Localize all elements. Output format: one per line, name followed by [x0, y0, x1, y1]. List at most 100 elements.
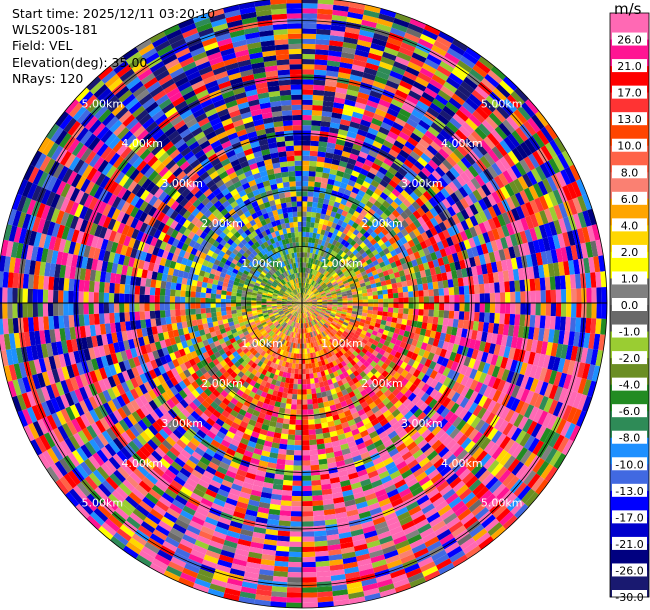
velocity-gate [586, 287, 592, 303]
velocity-gate [471, 89, 486, 103]
velocity-gate [425, 219, 435, 230]
velocity-gate [358, 279, 365, 285]
velocity-gate [295, 363, 299, 369]
velocity-gate [380, 212, 389, 221]
velocity-gate [302, 541, 315, 547]
velocity-gate [332, 4, 349, 12]
velocity-gate [505, 235, 514, 248]
velocity-gate [320, 262, 325, 268]
velocity-gate [306, 257, 310, 263]
velocity-gate [346, 289, 352, 294]
velocity-gate [400, 189, 410, 199]
velocity-gate [312, 287, 317, 293]
velocity-gate [344, 31, 360, 40]
velocity-gate [317, 0, 334, 5]
velocity-gate [359, 241, 367, 249]
velocity-gate [566, 303, 572, 318]
velocity-gate [440, 187, 451, 199]
velocity-gate [329, 244, 335, 251]
velocity-gate [481, 184, 492, 197]
velocity-gate [340, 275, 346, 281]
velocity-gate [544, 277, 551, 291]
velocity-gate [302, 389, 307, 395]
velocity-gate [316, 443, 326, 450]
velocity-gate [302, 409, 308, 415]
velocity-gate [380, 162, 391, 171]
velocity-gate [302, 236, 306, 243]
velocity-gate [396, 214, 405, 223]
velocity-gate [344, 167, 353, 175]
velocity-gate [310, 145, 319, 152]
velocity-gate [318, 288, 324, 292]
velocity-gate [311, 388, 317, 394]
velocity-gate [466, 248, 474, 259]
velocity-gate [505, 303, 511, 314]
velocity-gate [418, 290, 424, 297]
velocity-gate [311, 115, 322, 121]
velocity-gate [322, 105, 333, 113]
velocity-gate [596, 287, 602, 303]
velocity-gate [427, 126, 440, 138]
velocity-gate [464, 206, 475, 218]
velocity-gate [560, 289, 567, 303]
velocity-gate [536, 129, 550, 146]
velocity-gate [357, 39, 372, 48]
velocity-gate [505, 196, 516, 210]
velocity-gate [352, 249, 359, 256]
velocity-gate [328, 261, 334, 268]
velocity-gate [363, 238, 370, 246]
velocity-gate [436, 191, 446, 202]
velocity-gate [303, 287, 306, 294]
velocity-gate [291, 501, 302, 507]
velocity-gate [492, 203, 502, 217]
velocity-gate [302, 216, 307, 222]
velocity-gate [449, 43, 466, 56]
velocity-gate [347, 179, 356, 187]
velocity-gate [308, 232, 314, 238]
velocity-gate [397, 313, 404, 319]
velocity-gate [302, 79, 314, 85]
velocity-gate [281, 495, 292, 501]
velocity-gate [426, 106, 440, 118]
velocity-gate [384, 274, 391, 281]
velocity-gate [386, 37, 403, 47]
velocity-gate [365, 62, 379, 71]
velocity-gate [356, 273, 363, 279]
velocity-gate [314, 418, 322, 425]
velocity-gate [400, 211, 409, 220]
velocity-gate [305, 373, 310, 380]
velocity-gate [384, 216, 393, 225]
velocity-gate [405, 94, 419, 105]
velocity-gate [372, 140, 383, 149]
velocity-gate [364, 4, 381, 14]
velocity-gate [313, 227, 318, 234]
velocity-gate [356, 155, 367, 164]
velocity-gate [503, 98, 518, 113]
velocity-gate [329, 227, 336, 234]
velocity-gate [383, 208, 392, 217]
velocity-gate [553, 136, 567, 153]
velocity-gate [302, 567, 317, 573]
velocity-gate [310, 383, 316, 389]
velocity-gate [437, 257, 445, 267]
velocity-gate [302, 165, 310, 171]
velocity-gate [309, 268, 313, 274]
velocity-gate [327, 267, 333, 273]
velocity-gate [482, 196, 493, 209]
velocity-gate [373, 299, 379, 303]
velocity-gate [317, 239, 323, 245]
velocity-gate [545, 303, 552, 316]
velocity-gate [404, 172, 415, 183]
velocity-gate [346, 243, 353, 251]
velocity-gate [352, 59, 367, 68]
velocity-gate [316, 296, 322, 300]
velocity-gate [396, 51, 412, 62]
velocity-gate [385, 232, 393, 241]
velocity-gate [314, 283, 319, 288]
velocity-gate [308, 284, 312, 290]
velocity-gate [275, 550, 289, 557]
velocity-gate [394, 259, 402, 267]
velocity-gate [408, 90, 422, 101]
velocity-gate [329, 195, 337, 202]
velocity-gate [401, 318, 408, 326]
